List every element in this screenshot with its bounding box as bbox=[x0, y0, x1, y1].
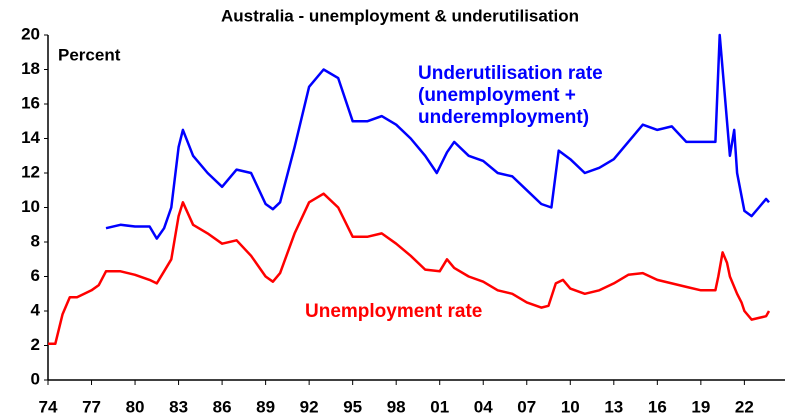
series-label: Underutilisation rate (unemployment + un… bbox=[418, 63, 603, 128]
x-tick-label: 13 bbox=[604, 397, 623, 416]
x-tick-label: 95 bbox=[343, 397, 362, 416]
x-tick-label: 80 bbox=[126, 397, 145, 416]
x-tick-label: 92 bbox=[300, 397, 319, 416]
chart-title: Australia - unemployment & underutilisat… bbox=[221, 6, 579, 25]
x-tick-label: 01 bbox=[430, 397, 449, 416]
series-label: Unemployment rate bbox=[305, 301, 483, 322]
y-tick-label: 18 bbox=[21, 59, 40, 78]
x-tick-label: 22 bbox=[735, 397, 754, 416]
y-tick-label: 16 bbox=[21, 93, 40, 112]
x-tick-label: 86 bbox=[213, 397, 232, 416]
series-line bbox=[48, 192, 771, 346]
x-tick-label: 04 bbox=[474, 397, 493, 416]
x-tick-label: 98 bbox=[387, 397, 406, 416]
x-tick-label: 19 bbox=[691, 397, 710, 416]
y-tick-label: 8 bbox=[31, 231, 40, 250]
y-tick-label: 10 bbox=[21, 197, 40, 216]
y-tick-label: 20 bbox=[21, 24, 40, 43]
series-line bbox=[105, 33, 770, 240]
y-tick-label: 6 bbox=[31, 266, 40, 285]
y-tick-label: 14 bbox=[21, 128, 40, 147]
y-axis-label: Percent bbox=[58, 45, 121, 64]
y-tick-label: 4 bbox=[31, 300, 41, 319]
x-tick-label: 77 bbox=[82, 397, 101, 416]
x-tick-label: 07 bbox=[517, 397, 536, 416]
x-tick-label: 10 bbox=[561, 397, 580, 416]
x-tick-label: 16 bbox=[648, 397, 667, 416]
y-tick-label: 2 bbox=[31, 335, 40, 354]
x-tick-label: 83 bbox=[169, 397, 188, 416]
x-tick-label: 89 bbox=[256, 397, 275, 416]
y-tick-label: 12 bbox=[21, 162, 40, 181]
x-tick-label: 74 bbox=[39, 397, 58, 416]
y-tick-label: 0 bbox=[31, 369, 40, 388]
